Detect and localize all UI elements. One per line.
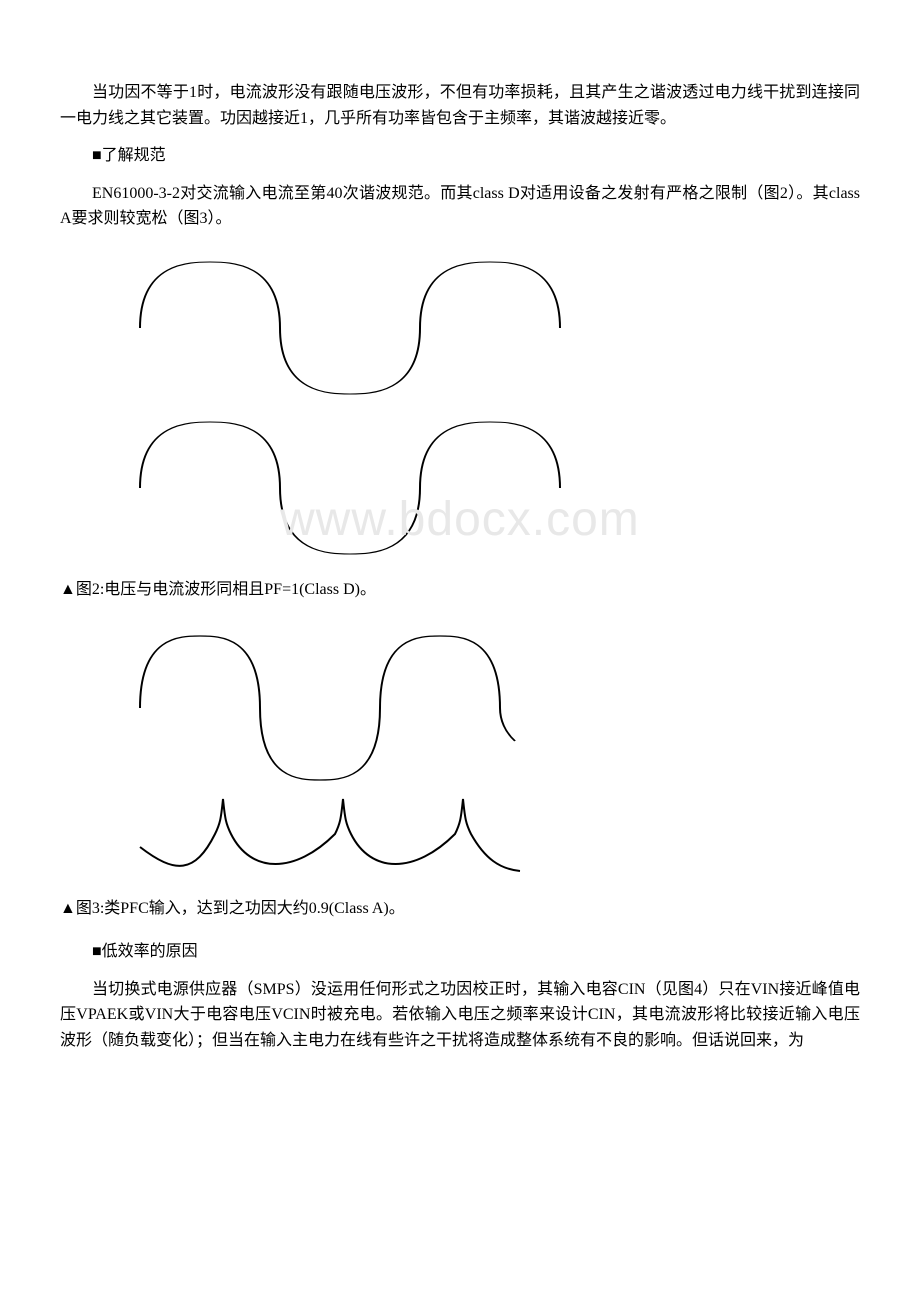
figure-3-caption: ▲图3:类PFC输入，达到之功因大约0.9(Class A)。 xyxy=(60,896,860,922)
figure-3 xyxy=(120,621,860,886)
heading-spec: ■了解规范 xyxy=(60,143,860,169)
paragraph-spec: EN61000-3-2对交流输入电流至第40次谐波规范。而其class D对适用… xyxy=(60,181,860,232)
figure-3-wave-top xyxy=(120,621,540,791)
figure-2-caption: ▲图2:电压与电流波形同相且PF=1(Class D)。 xyxy=(60,577,860,603)
figure-3-wave-bottom xyxy=(120,791,540,886)
figure-2: www.bdocx.com xyxy=(120,247,860,567)
paragraph-smps: 当切换式电源供应器（SMPS）没运用任何形式之功因校正时，其输入电容CIN（见图… xyxy=(60,977,860,1054)
figure-2-wave-bottom xyxy=(120,407,580,567)
figure-2-wave-top xyxy=(120,247,580,407)
paragraph-intro: 当功因不等于1时，电流波形没有跟随电压波形，不但有功率损耗，且其产生之谐波透过电… xyxy=(60,80,860,131)
heading-lowefficiency: ■低效率的原因 xyxy=(60,939,860,965)
